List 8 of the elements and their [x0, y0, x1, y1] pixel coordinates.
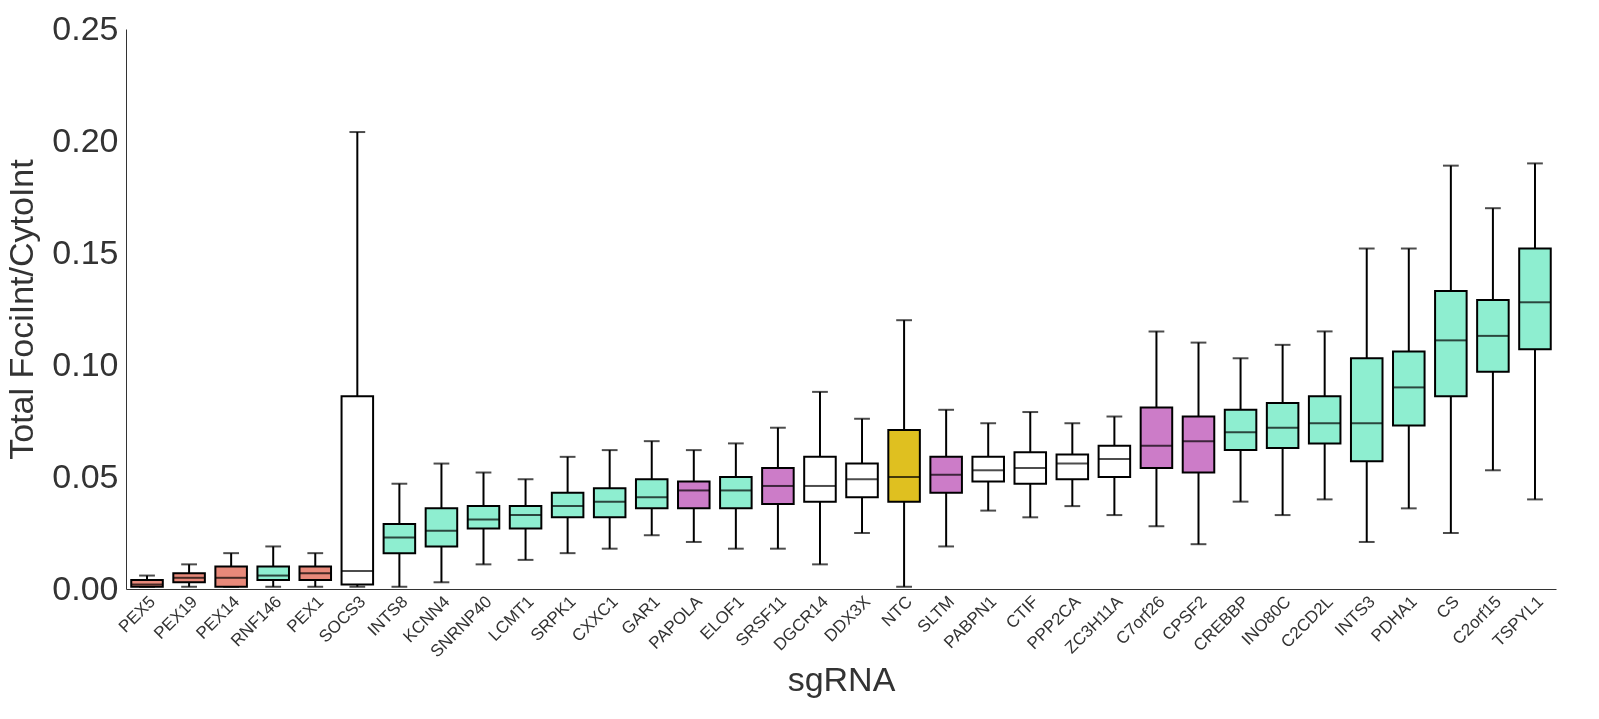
- y-tick-label: 0.25: [52, 8, 119, 47]
- y-tick-label: 0.15: [52, 232, 119, 271]
- y-tick-label: 0.05: [52, 456, 119, 495]
- x-axis-title: sgRNA: [787, 660, 896, 699]
- y-axis-title: Total FociInt/CytoInt: [2, 158, 41, 460]
- y-tick-label: 0.20: [52, 120, 119, 159]
- y-tick-label: 0.10: [52, 344, 119, 383]
- y-tick-label: 0.00: [52, 568, 119, 607]
